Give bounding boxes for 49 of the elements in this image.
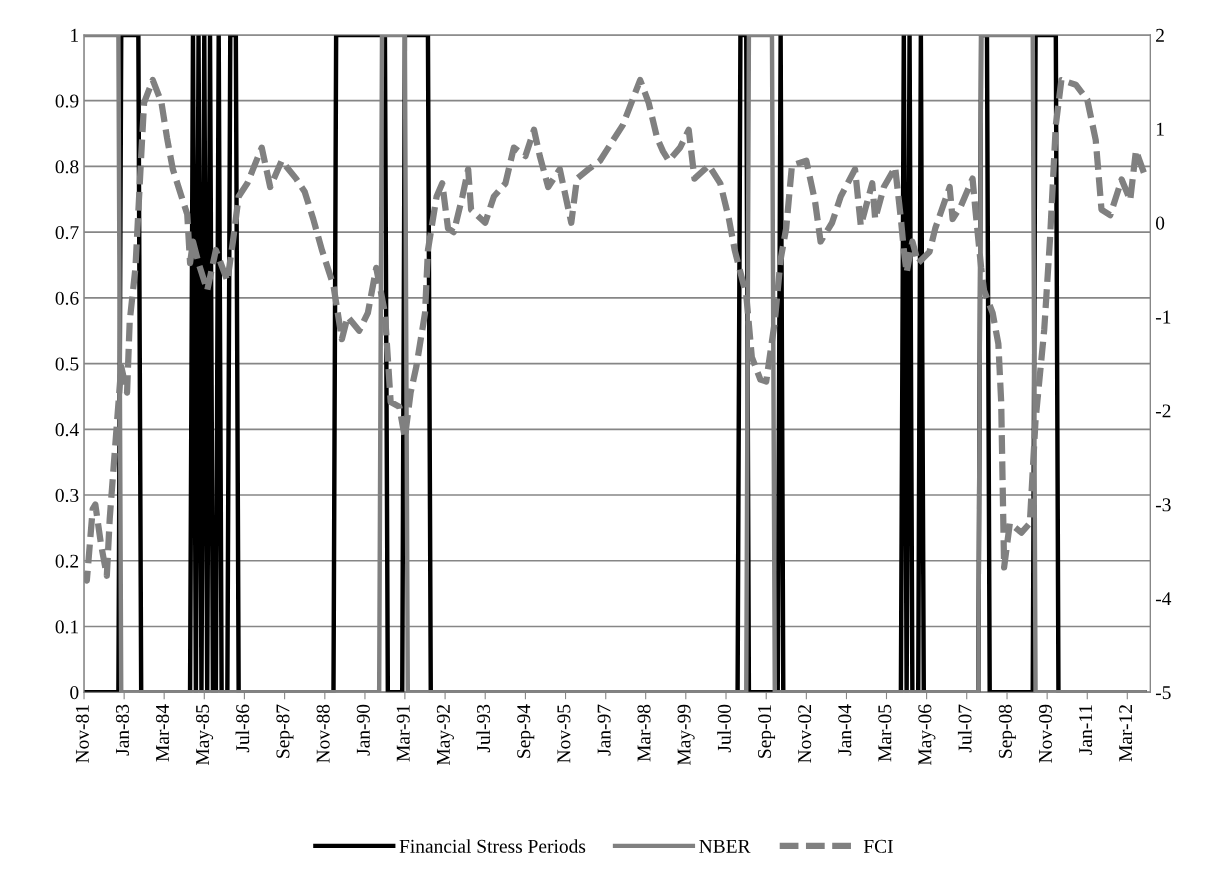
y-tick-label: 0.3 [55,488,79,503]
y2-tick-label: 2 [1156,28,1164,42]
y-tick-label: 1 [71,28,78,42]
y2-tick-label: 0 [1155,216,1165,230]
y2-tick-label: -2 [1155,404,1171,418]
legend-label: Financial Stress Periods [399,839,586,853]
x-tick-label: Jan-04 [838,704,852,756]
x-tick-label: Nov-95 [557,704,571,763]
x-tick-label: Mar-05 [878,704,892,762]
x-tick-label: Nov-88 [316,704,330,763]
y-tick-label: 0.8 [55,160,79,174]
x-tick-label: Nov-02 [798,705,812,763]
x-tick-label: May-85 [195,704,214,766]
x-tick-label: Mar-84 [155,704,170,762]
x-tick-label: Sep-94 [517,704,535,758]
y-tick-label: 0.5 [55,357,79,371]
y-tick-label: 0.1 [55,620,78,634]
x-tick-label: Jul-00 [717,704,731,753]
y-tick-label: 0.4 [55,423,79,437]
y2-tick-label: 1 [1156,122,1164,136]
legend-label: FCI [863,839,893,853]
x-tick-label: Sep-08 [998,704,1016,758]
legend-label: NBER [699,839,751,853]
x-tick-label: Sep-87 [276,704,294,758]
x-tick-label: Mar-98 [637,704,651,762]
x-tick-label: Jan-83 [115,704,130,756]
y-tick-label: 0.2 [55,554,79,568]
y-tick-label: 0 [70,686,79,700]
y2-tick-label: -5 [1155,686,1171,700]
y-tick-label: 0.6 [55,291,79,305]
x-tick-label: Jan-11 [1079,705,1093,755]
x-tick-label: Jan-90 [356,704,370,756]
y-tick-label: 0.7 [55,225,79,240]
x-tick-label: Mar-91 [396,705,410,762]
y2-tick-label: -3 [1155,498,1171,512]
y2-tick-label: -4 [1155,592,1172,606]
y-tick-label: 0.9 [55,94,79,108]
x-tick-label: Jan-97 [597,704,611,756]
x-tick-label: Nov-81 [75,705,89,763]
x-tick-label: Nov-09 [1038,704,1053,763]
x-tick-label: Mar-12 [1119,705,1133,762]
x-tick-label: Jul-07 [957,704,972,753]
x-tick-label: May-92 [436,705,454,766]
x-tick-label: Jul-93 [476,704,491,753]
x-tick-label: May-06 [918,704,936,766]
x-tick-label: Jul-86 [235,704,250,753]
y2-tick-label: -1 [1155,310,1171,324]
x-tick-label: Sep-01 [757,705,776,758]
x-tick-label: May-99 [677,704,695,766]
